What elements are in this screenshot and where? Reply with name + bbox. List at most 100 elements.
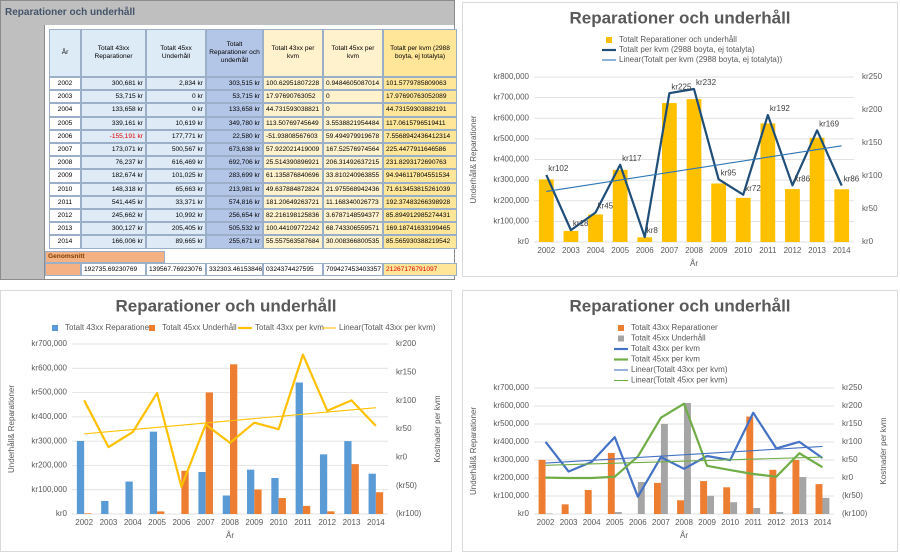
legend-label: Totalt 45xx Underhåll (631, 334, 706, 343)
table-cell: 2003 (49, 90, 81, 104)
bar (247, 469, 255, 514)
summary-cell: 332303.46153846 (206, 262, 263, 276)
bar (760, 123, 776, 242)
table-cell: 22,580 kr (206, 129, 263, 143)
table-cell: 0 (323, 103, 383, 117)
summary-left (45, 262, 81, 276)
column-header: År (49, 29, 81, 77)
table-cell: 169.18741633199465 (383, 222, 457, 236)
bar (730, 502, 738, 514)
trend-line (545, 456, 823, 466)
bar (344, 441, 352, 514)
y-tick-label: kr100,000 (31, 485, 67, 494)
table-cell: 113.50769745649 (263, 116, 323, 130)
y-tick-label: kr400,000 (493, 437, 529, 446)
bar (368, 473, 376, 514)
y-tick-label: kr0 (518, 237, 530, 246)
table-cell: 574,816 kr (206, 195, 263, 209)
title-bar: Reparationer och underhåll (1, 1, 454, 25)
table-cell: 82.216198125836 (263, 209, 323, 223)
x-tick-label: 2006 (172, 518, 190, 527)
bar (205, 392, 213, 514)
summary-label: Genomsnitt (45, 250, 165, 263)
x-tick-label: 2012 (767, 518, 785, 527)
table-cell: 673,638 kr (206, 143, 263, 157)
bar (538, 179, 554, 242)
y-axis-title: Underhåll& Reparationer (469, 407, 478, 495)
y2-tick-label: (kr50) (842, 491, 863, 500)
bar (707, 495, 714, 514)
y2-tick-label: kr50 (842, 455, 858, 464)
legend-swatch (149, 325, 155, 331)
bar (101, 500, 109, 514)
table-cell: 206.31492637215 (323, 156, 383, 170)
bar (711, 183, 726, 242)
x-tick-label: 2006 (636, 246, 654, 255)
x-tick-label: 2008 (675, 518, 693, 527)
bar (302, 505, 311, 514)
x-tick-label: 2005 (606, 518, 624, 527)
bar (271, 477, 279, 514)
data-label: kr8 (647, 226, 659, 235)
table-cell: 68.743306559571 (323, 222, 383, 236)
y2-tick-label: kr50 (862, 204, 878, 213)
table-cell: 173,071 kr (81, 143, 146, 157)
chart-title: Reparationer och underhåll (115, 296, 336, 315)
table-cell: 0 kr (146, 90, 206, 104)
table-cell: 30.008366800535 (323, 235, 383, 249)
table-cell: 166,006 kr (81, 235, 146, 249)
table-cell: 101,025 kr (146, 169, 206, 183)
x-tick-label: 2002 (537, 518, 555, 527)
table-cell: 53,715 kr (206, 90, 263, 104)
table-cell: 25.514390896921 (263, 156, 323, 170)
x-tick-label: 2003 (100, 518, 118, 527)
table-cell: 61.135876840696 (263, 169, 323, 183)
y2-tick-label: kr250 (842, 383, 863, 392)
bar (612, 169, 628, 242)
bar (834, 189, 850, 242)
line (545, 87, 843, 239)
y-tick-label: kr800,000 (493, 72, 529, 81)
y2-tick-label: kr150 (862, 138, 883, 147)
y-tick-label: kr700,000 (31, 339, 67, 348)
bar (84, 513, 92, 514)
table-cell: 133,658 kr (81, 103, 146, 117)
x-tick-label: 2005 (611, 246, 629, 255)
bar (157, 511, 165, 514)
y2-tick-label: kr250 (862, 72, 883, 81)
x-tick-label: 2004 (583, 518, 601, 527)
line (83, 353, 377, 488)
x-tick-label: 2002 (537, 246, 555, 255)
table-cell: 33.810240963855 (323, 169, 383, 183)
table-cell: 2011 (49, 195, 81, 209)
data-label: kr18 (573, 219, 589, 228)
table-cell: 256,654 kr (206, 209, 263, 223)
y2-tick-label: (kr100) (396, 509, 422, 518)
bar (746, 416, 754, 514)
table-cell: 300,681 kr (81, 77, 146, 91)
table-cell: 2014 (49, 235, 81, 249)
bar (822, 497, 830, 514)
x-tick-label: 2008 (685, 246, 703, 255)
y2-tick-label: kr100 (862, 171, 883, 180)
x-tick-label: 2013 (343, 518, 361, 527)
table-cell: 2004 (49, 103, 81, 117)
table-cell: 303,515 kr (206, 77, 263, 91)
x-tick-label: 2009 (245, 518, 263, 527)
x-tick-label: 2007 (197, 518, 215, 527)
column-header: Totalt 43xx Reparationer (81, 29, 146, 77)
data-label: kr95 (721, 168, 737, 177)
table-cell: 17.97690763052 (263, 90, 323, 104)
column-header: Totalt per kvm (2988 boyta, ej totalyta) (383, 29, 457, 77)
y-tick-label: kr200,000 (493, 473, 529, 482)
table-cell: 2013 (49, 222, 81, 236)
table-cell: 3.6787148594377 (323, 209, 383, 223)
y-tick-label: kr600,000 (493, 401, 529, 410)
table-cell: 213,981 kr (206, 182, 263, 196)
table-cell: 59.494979919678 (323, 129, 383, 143)
table-cell: 94.946117804551534 (383, 169, 457, 183)
y-tick-label: kr200,000 (493, 196, 529, 205)
column-header: Totalt 45xx per kvm (323, 29, 383, 77)
summary-cell: 192735.69230769 (81, 262, 146, 276)
